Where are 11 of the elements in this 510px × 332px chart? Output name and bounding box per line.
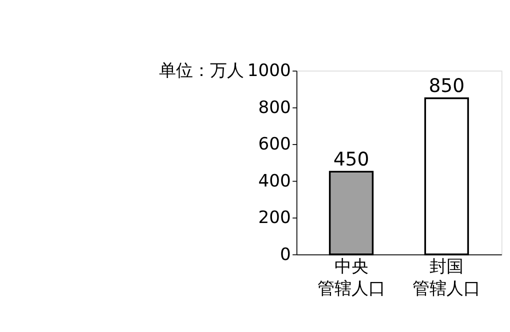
y-axis-title: 单位：万人 (158, 61, 244, 82)
y-tick-label: 200 (258, 208, 291, 228)
data-label: 450 (333, 150, 370, 171)
x-tick-label: 封国管辖人口 (412, 256, 481, 300)
y-tick-label: 600 (258, 134, 291, 155)
y-tick-label: 0 (280, 244, 291, 265)
x-tick-label: 中央管辖人口 (317, 256, 386, 300)
y-tick-label: 800 (258, 98, 291, 118)
data-label: 850 (428, 76, 465, 98)
y-tick-label: 400 (258, 171, 291, 192)
y-tick-label: 1000 (247, 61, 291, 82)
